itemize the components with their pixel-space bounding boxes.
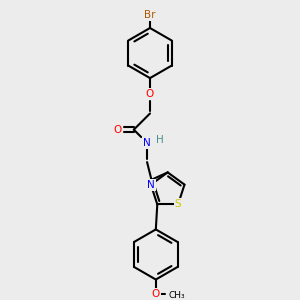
Text: CH₃: CH₃ — [168, 291, 185, 300]
Text: Br: Br — [144, 10, 156, 20]
Text: N: N — [147, 180, 155, 190]
Text: H: H — [156, 135, 163, 145]
Text: N: N — [143, 138, 151, 148]
Text: S: S — [175, 200, 181, 209]
Text: O: O — [113, 125, 122, 135]
Text: O: O — [146, 89, 154, 99]
Text: O: O — [152, 289, 160, 299]
